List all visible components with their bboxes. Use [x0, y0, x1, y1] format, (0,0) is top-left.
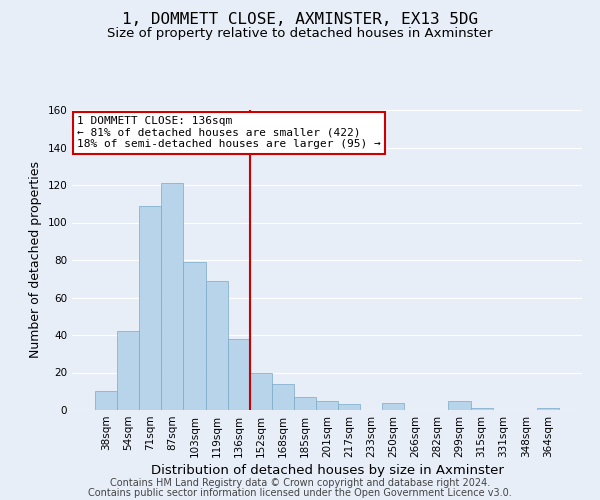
Bar	[272, 384, 294, 410]
Bar	[250, 372, 272, 410]
Text: Contains public sector information licensed under the Open Government Licence v3: Contains public sector information licen…	[88, 488, 512, 498]
Text: 1, DOMMETT CLOSE, AXMINSTER, EX13 5DG: 1, DOMMETT CLOSE, AXMINSTER, EX13 5DG	[122, 12, 478, 28]
Y-axis label: Number of detached properties: Number of detached properties	[29, 162, 42, 358]
Bar	[338, 404, 360, 410]
Bar	[294, 397, 316, 410]
Bar	[227, 339, 250, 410]
Bar	[448, 400, 470, 410]
Bar	[537, 408, 559, 410]
Bar	[184, 262, 206, 410]
Bar	[95, 391, 117, 410]
Text: Size of property relative to detached houses in Axminster: Size of property relative to detached ho…	[107, 28, 493, 40]
X-axis label: Distribution of detached houses by size in Axminster: Distribution of detached houses by size …	[151, 464, 503, 477]
Bar	[117, 331, 139, 410]
Bar	[382, 402, 404, 410]
Text: 1 DOMMETT CLOSE: 136sqm
← 81% of detached houses are smaller (422)
18% of semi-d: 1 DOMMETT CLOSE: 136sqm ← 81% of detache…	[77, 116, 381, 149]
Bar	[161, 183, 184, 410]
Bar	[206, 280, 227, 410]
Text: Contains HM Land Registry data © Crown copyright and database right 2024.: Contains HM Land Registry data © Crown c…	[110, 478, 490, 488]
Bar	[470, 408, 493, 410]
Bar	[316, 400, 338, 410]
Bar	[139, 206, 161, 410]
